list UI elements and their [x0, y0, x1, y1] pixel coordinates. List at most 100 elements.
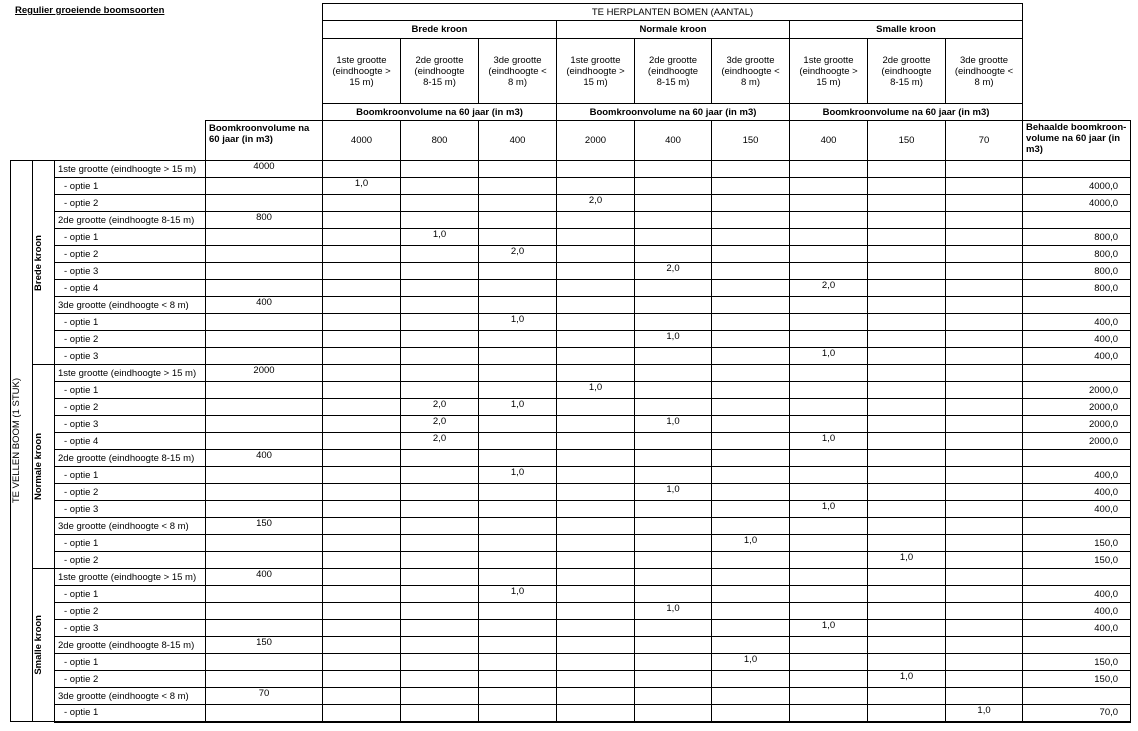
quantity-cell — [556, 483, 635, 501]
felled-volume: 2000 — [205, 364, 323, 382]
quantity-cell — [634, 347, 712, 365]
quantity-cell — [322, 517, 401, 535]
quantity-cell — [556, 449, 635, 467]
quantity-cell — [789, 262, 868, 280]
quantity-cell — [478, 177, 557, 195]
result-cell: 400,0 — [1022, 466, 1132, 484]
crown-section-label: Normale kroon — [32, 364, 55, 569]
table-row: 3de grootte (eindhoogte < 8 m) 400 — [11, 296, 1132, 314]
quantity-cell — [789, 653, 868, 671]
felled-volume — [205, 177, 323, 195]
quantity-cell — [711, 211, 790, 229]
quantity-cell — [789, 585, 868, 603]
quantity-cell — [322, 636, 401, 654]
quantity-cell — [867, 228, 946, 246]
table-row: - optie 1 1,0 400,0 — [11, 313, 1132, 331]
quantity-cell — [400, 279, 479, 297]
quantity-cell — [944, 347, 1024, 365]
quantity-cell — [400, 177, 479, 195]
quantity-cell — [322, 279, 401, 297]
quantity-cell — [711, 330, 790, 348]
quantity-cell — [322, 313, 401, 331]
felled-tree-label: TE VELLEN BOOM (1 STUK) — [10, 160, 33, 722]
felled-volume — [205, 415, 323, 433]
quantity-cell — [867, 483, 946, 501]
quantity-cell — [400, 313, 479, 331]
quantity-cell — [789, 398, 868, 416]
table-row: - optie 2 1,0 400,0 — [11, 602, 1132, 620]
quantity-cell — [711, 398, 790, 416]
column-volume: 400 — [789, 120, 868, 161]
quantity-cell — [944, 364, 1024, 382]
quantity-cell — [400, 194, 479, 212]
quantity-cell — [711, 194, 790, 212]
quantity-cell — [944, 551, 1024, 569]
quantity-cell — [711, 279, 790, 297]
quantity-cell — [634, 517, 712, 535]
quantity-cell — [322, 585, 401, 603]
quantity-cell — [634, 245, 712, 263]
size-group-label: 3de grootte (eindhoogte < 8 m) — [54, 517, 206, 535]
quantity-cell: 1,0 — [478, 398, 557, 416]
quantity-cell: 1,0 — [711, 534, 790, 552]
quantity-cell — [478, 500, 557, 518]
quantity-cell — [400, 602, 479, 620]
quantity-cell — [478, 296, 557, 314]
quantity-cell — [944, 160, 1024, 178]
quantity-cell — [322, 262, 401, 280]
quantity-cell — [634, 228, 712, 246]
table-row: 3de grootte (eindhoogte < 8 m) 150 — [11, 517, 1132, 535]
quantity-cell — [478, 262, 557, 280]
quantity-cell — [634, 296, 712, 314]
quantity-cell — [944, 313, 1024, 331]
quantity-cell — [400, 585, 479, 603]
column-volume: 70 — [944, 120, 1024, 161]
replant-header: TE HERPLANTEN BOMEN (AANTAL) — [321, 3, 1024, 21]
column-volume: 400 — [478, 120, 557, 161]
quantity-cell — [867, 704, 946, 723]
quantity-cell — [400, 534, 479, 552]
option-label: - optie 2 — [54, 483, 206, 501]
quantity-cell — [556, 228, 635, 246]
quantity-cell — [400, 381, 479, 399]
option-label: - optie 1 — [54, 228, 206, 246]
option-label: - optie 1 — [54, 534, 206, 552]
quantity-cell — [711, 466, 790, 484]
result-cell — [1022, 687, 1132, 705]
quantity-cell — [322, 432, 401, 450]
quantity-cell — [711, 296, 790, 314]
quantity-cell — [322, 619, 401, 637]
felled-volume: 150 — [205, 636, 323, 654]
quantity-cell — [634, 534, 712, 552]
quantity-cell — [789, 313, 868, 331]
replanting-table: TE HERPLANTEN BOMEN (AANTAL) Brede kroon… — [10, 3, 1132, 723]
quantity-cell — [556, 704, 635, 723]
quantity-cell: 1,0 — [400, 228, 479, 246]
quantity-cell — [556, 500, 635, 518]
quantity-cell — [634, 194, 712, 212]
quantity-cell — [789, 704, 868, 723]
quantity-cell: 1,0 — [944, 704, 1024, 723]
quantity-cell — [478, 602, 557, 620]
size-group-label: 2de grootte (eindhoogte 8-15 m) — [54, 211, 206, 229]
quantity-cell — [789, 517, 868, 535]
quantity-cell — [634, 466, 712, 484]
option-label: - optie 1 — [54, 177, 206, 195]
option-label: - optie 1 — [54, 585, 206, 603]
quantity-cell — [944, 534, 1024, 552]
result-cell: 400,0 — [1022, 500, 1132, 518]
quantity-cell — [634, 211, 712, 229]
quantity-cell — [322, 449, 401, 467]
result-cell: 2000,0 — [1022, 432, 1132, 450]
option-label: - optie 1 — [54, 653, 206, 671]
quantity-cell — [556, 602, 635, 620]
quantity-cell — [944, 517, 1024, 535]
crown-section-text: Normale kroon — [33, 432, 45, 501]
quantity-cell — [711, 619, 790, 637]
quantity-cell — [944, 211, 1024, 229]
quantity-cell — [478, 415, 557, 433]
quantity-cell — [556, 364, 635, 382]
quantity-cell — [789, 466, 868, 484]
table-row: - optie 4 2,0 1,0 2000,0 — [11, 432, 1132, 450]
quantity-cell — [400, 687, 479, 705]
